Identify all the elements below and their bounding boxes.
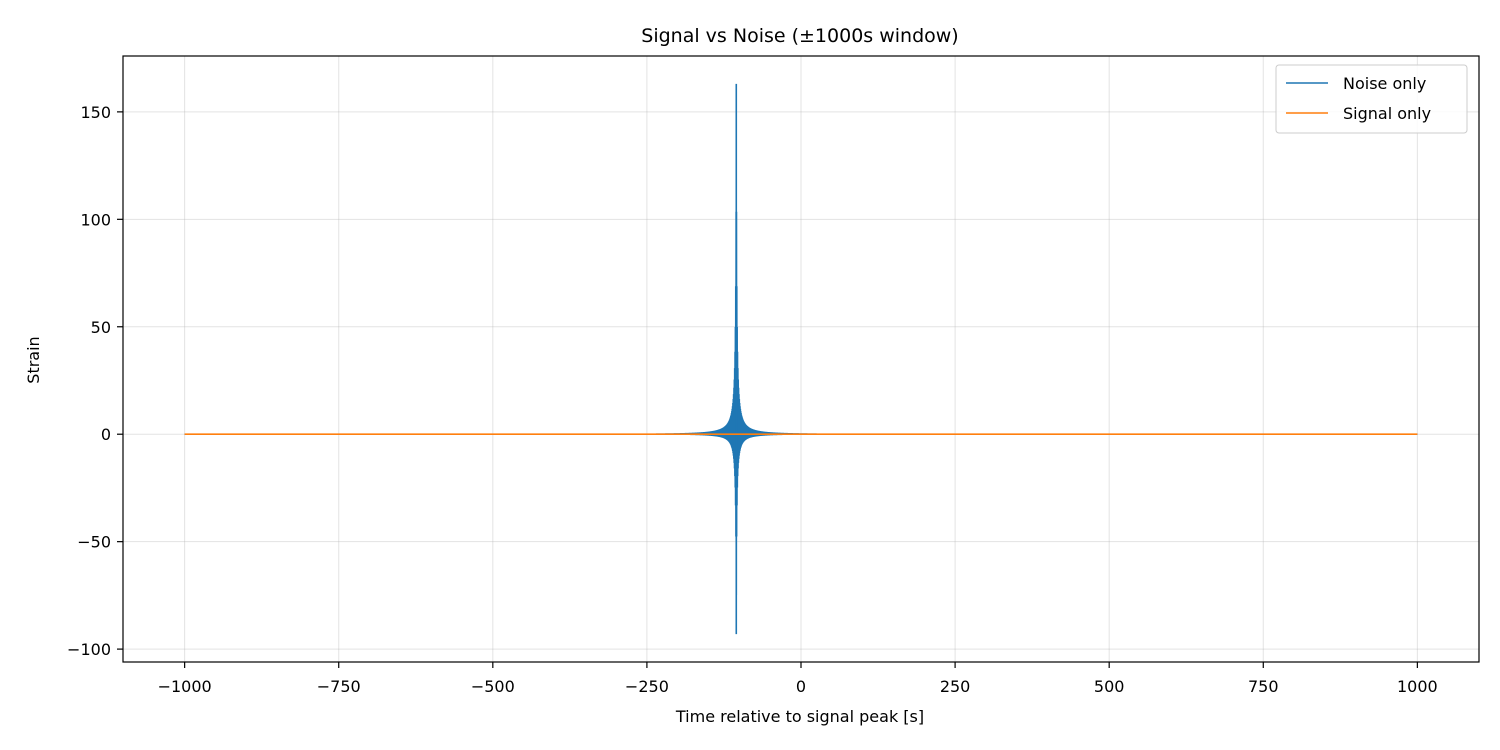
x-tick-label: 0	[796, 677, 806, 696]
legend-label-noise-only: Noise only	[1343, 74, 1426, 93]
y-tick-label: −50	[77, 533, 111, 552]
x-tick-label: 250	[940, 677, 971, 696]
x-tick-label: 1000	[1397, 677, 1438, 696]
x-tick-label: −750	[317, 677, 361, 696]
y-tick-label: 100	[80, 210, 111, 229]
x-tick-label: −250	[625, 677, 669, 696]
x-axis-ticks: −1000 −750 −500 −250 0 250 500 750 1000	[158, 662, 1438, 696]
x-axis-label: Time relative to signal peak [s]	[675, 707, 924, 726]
x-tick-label: −1000	[158, 677, 212, 696]
legend: Noise only Signal only	[1275, 64, 1468, 134]
x-tick-label: 750	[1248, 677, 1279, 696]
y-tick-label: 150	[80, 103, 111, 122]
legend-label-signal-only: Signal only	[1343, 104, 1431, 123]
y-axis-label: Strain	[24, 336, 43, 383]
legend-box	[1275, 64, 1468, 134]
x-tick-label: −500	[471, 677, 515, 696]
y-axis-ticks: −100 −50 0 50 100 150	[67, 103, 123, 659]
y-tick-label: −100	[67, 640, 111, 659]
y-tick-label: 0	[101, 425, 111, 444]
series-layer	[184, 83, 1418, 635]
chart-title: Signal vs Noise (±1000s window)	[641, 25, 958, 47]
x-tick-label: 500	[1094, 677, 1125, 696]
y-tick-label: 50	[91, 318, 111, 337]
